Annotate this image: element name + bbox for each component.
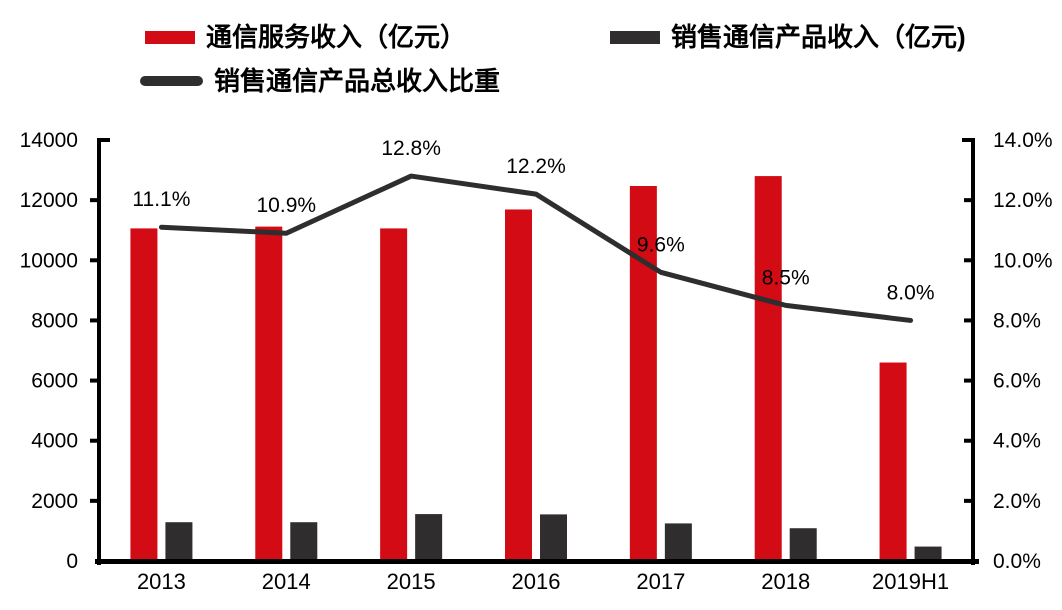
legend-label-product-ratio: 销售通信产品总收入比重 [214,66,501,96]
right-axis-tick-label: 10.0% [993,249,1053,272]
legend-item-product-revenue: 销售通信产品收入（亿元) [610,24,966,50]
x-axis-category-label: 2015 [387,569,436,594]
legend-label-service-revenue: 通信服务收入（亿元） [206,22,467,52]
left-axis-tick-label: 6000 [31,370,78,393]
product-revenue-bar [540,514,567,561]
left-axis-tick [90,198,99,203]
service-revenue-bar [380,228,408,561]
ratio-point-label: 8.5% [762,266,810,289]
product-revenue-bar [789,528,817,561]
right-axis-line [971,138,975,565]
service-revenue-bar [255,226,283,561]
right-axis-tick [964,438,973,443]
legend-label-product-revenue: 销售通信产品收入（亿元) [671,22,966,52]
right-axis-top-cap [962,138,973,142]
x-axis-line [95,559,979,564]
product-revenue-bar [290,522,318,561]
right-axis-tick [964,498,973,503]
left-axis-tick [90,258,99,263]
right-axis-tick [964,258,973,263]
legend-item-service-revenue: 通信服务收入（亿元） [145,24,466,50]
left-axis-tick-label: 10000 [20,249,78,272]
right-axis-tick-label: 14.0% [993,129,1053,152]
service-revenue-bar [130,228,158,561]
right-axis-tick-label: 6.0% [993,370,1041,393]
dark-bar-swatch [610,30,660,44]
red-bar-swatch [145,30,195,44]
service-revenue-bar [629,186,657,562]
service-revenue-bar [505,209,532,561]
left-axis-tick-label: 2000 [31,490,78,513]
x-axis-category-label: 2013 [137,569,186,594]
right-axis-tick-label: 0.0% [993,550,1041,573]
service-revenue-bar [879,362,907,561]
ratio-point-label: 8.0% [887,281,935,304]
product-revenue-bar [664,523,692,561]
right-axis-tick-label: 8.0% [993,309,1041,332]
x-axis-category-label: 2016 [512,569,561,594]
left-axis-tick [90,378,99,383]
left-axis-tick [90,438,99,443]
x-axis-category-label: 2018 [761,569,810,594]
legend-item-product-ratio: 销售通信产品总收入比重 [140,68,500,94]
right-axis-tick [964,378,973,383]
left-axis-tick-label: 14000 [20,129,78,152]
right-axis-tick-label: 2.0% [993,490,1041,513]
left-axis-tick [90,318,99,323]
left-axis-top-cap [99,138,110,142]
right-axis-tick [964,318,973,323]
x-axis-category-label: 2017 [636,569,685,594]
line-swatch [140,76,203,86]
right-axis-tick-label: 12.0% [993,189,1053,212]
ratio-point-label: 9.6% [637,233,685,256]
left-axis-tick-label: 0 [66,550,78,573]
service-revenue-bar [754,176,782,562]
left-axis-line [97,138,101,565]
left-axis-tick [90,498,99,503]
left-axis-tick-label: 8000 [31,309,78,332]
left-axis-tick-label: 12000 [20,189,78,212]
product-revenue-bar [415,514,443,561]
ratio-point-label: 10.9% [257,194,317,217]
ratio-point-label: 12.2% [506,155,566,178]
x-axis-category-label: 2019H1 [872,569,949,594]
right-axis-tick-label: 4.0% [993,430,1041,453]
left-axis-tick-label: 4000 [31,430,78,453]
right-axis-tick [964,198,973,203]
ratio-point-label: 11.1% [132,188,190,211]
product-revenue-bar [165,522,193,561]
product-revenue-bar [914,546,942,561]
x-axis-category-label: 2014 [262,569,311,594]
ratio-trend-line [158,173,914,323]
ratio-point-label: 12.8% [381,137,441,160]
